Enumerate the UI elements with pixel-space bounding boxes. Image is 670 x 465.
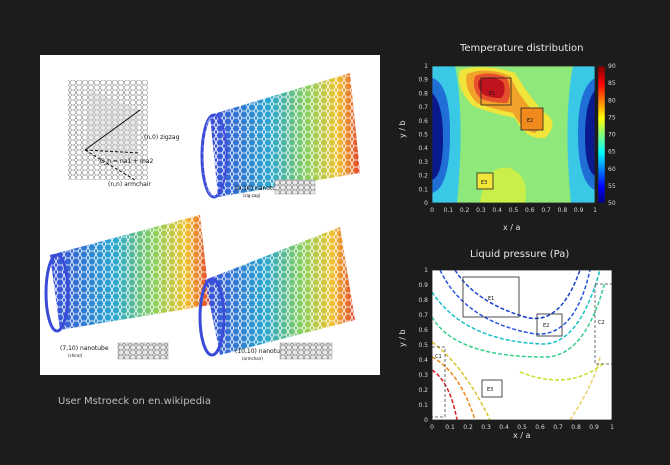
x-tick-label: 0.9 bbox=[589, 424, 599, 431]
temperature-ylabel: y / b bbox=[398, 120, 407, 138]
y-tick-label: 0 bbox=[424, 417, 428, 424]
pressure-region-e1-box bbox=[462, 276, 520, 318]
x-tick-label: 0.1 bbox=[444, 207, 454, 214]
y-tick-label: 0.6 bbox=[418, 327, 428, 334]
x-tick-label: 0.4 bbox=[499, 424, 509, 431]
temp-region-e1-label: E1 bbox=[489, 91, 495, 97]
y-tick-label: 0.4 bbox=[418, 145, 428, 152]
colorbar-tick-label: 85 bbox=[608, 80, 616, 87]
temp-region-e1-box bbox=[480, 77, 512, 106]
y-tick-label: 0.9 bbox=[418, 282, 428, 289]
y-tick-label: 0 bbox=[424, 200, 428, 207]
y-tick-label: 0.1 bbox=[418, 402, 428, 409]
temperature-y-ticks: 0 0.1 0.2 0.3 0.4 0.5 0.6 0.7 0.8 0.9 1 bbox=[418, 63, 428, 207]
x-tick-label: 0.5 bbox=[517, 424, 527, 431]
pressure-plot bbox=[431, 269, 613, 421]
temp-region-e3-label: E3 bbox=[481, 180, 487, 186]
temp-region-e2-label: E2 bbox=[527, 118, 533, 124]
y-tick-label: 1 bbox=[424, 63, 428, 70]
pressure-xlabel: x / a bbox=[513, 431, 531, 440]
pressure-region-e3-label: E3 bbox=[487, 387, 493, 393]
x-tick-label: 0.5 bbox=[509, 207, 519, 214]
y-tick-label: 0.3 bbox=[418, 372, 428, 379]
tube-zigzag-sub: (zig-zag) bbox=[243, 193, 261, 198]
pressure-chart-title: Liquid pressure (Pa) bbox=[470, 249, 570, 260]
colorbar-tick-label: 70 bbox=[608, 132, 616, 139]
pressure-x-ticks: 0 0.1 0.2 0.3 0.4 0.5 0.6 0.7 0.8 0.9 1 bbox=[430, 424, 614, 431]
y-tick-label: 0.5 bbox=[418, 342, 428, 349]
y-tick-label: 0.4 bbox=[418, 357, 428, 364]
temperature-xlabel: x / a bbox=[503, 223, 521, 232]
nanotube-svg: (n,0) zigzag (n,n) armchair C_h = na1 + … bbox=[44, 73, 360, 361]
y-tick-label: 0.3 bbox=[418, 159, 428, 166]
y-tick-label: 0.8 bbox=[418, 297, 428, 304]
x-tick-label: 0.4 bbox=[492, 207, 502, 214]
x-tick-label: 0.7 bbox=[553, 424, 563, 431]
nanotube-illustration: (n,0) zigzag (n,n) armchair C_h = na1 + … bbox=[40, 55, 380, 375]
temperature-colorbar bbox=[597, 65, 606, 204]
x-tick-label: 0.3 bbox=[476, 207, 486, 214]
y-tick-label: 0.9 bbox=[418, 77, 428, 84]
tube-zigzag-label: (0,10) nanotube bbox=[235, 185, 284, 192]
y-tick-label: 0.7 bbox=[418, 104, 428, 111]
x-tick-label: 1 bbox=[610, 424, 614, 431]
temperature-x-ticks: 0 0.1 0.2 0.3 0.4 0.5 0.6 0.7 0.8 0.9 1 bbox=[430, 207, 597, 214]
x-tick-label: 0.9 bbox=[574, 207, 584, 214]
chiral-vector-label: C_h = na1 + ma2 bbox=[100, 158, 153, 165]
x-tick-label: 0.7 bbox=[541, 207, 551, 214]
x-tick-label: 0 bbox=[430, 207, 434, 214]
zigzag-label: (n,0) zigzag bbox=[144, 134, 180, 141]
y-tick-label: 0.1 bbox=[418, 186, 428, 193]
graphene-lattice-diagram: (n,0) zigzag (n,n) armchair C_h = na1 + … bbox=[68, 80, 180, 188]
y-tick-label: 0.8 bbox=[418, 90, 428, 97]
pressure-ylabel: y / b bbox=[398, 329, 407, 347]
pressure-region-e2-box bbox=[536, 313, 563, 337]
pressure-region-e3-box bbox=[481, 379, 503, 398]
y-tick-label: 0.6 bbox=[418, 118, 428, 125]
pressure-chart: E1 E2 E3 C1 C2 0 0.1 0.2 0.3 0.4 0.5 0.6 0.7 0.8… bbox=[398, 267, 614, 440]
x-tick-label: 0 bbox=[430, 424, 434, 431]
y-tick-label: 0.2 bbox=[418, 173, 428, 180]
y-tick-label: 1 bbox=[424, 267, 428, 274]
y-tick-label: 0.5 bbox=[418, 132, 428, 139]
tube-armchair-sub: (armchair) bbox=[242, 356, 263, 361]
x-tick-label: 0.2 bbox=[460, 207, 470, 214]
y-tick-label: 0.7 bbox=[418, 312, 428, 319]
x-tick-label: 1 bbox=[593, 207, 597, 214]
pressure-region-e1-label: E1 bbox=[488, 296, 494, 302]
colorbar-tick-label: 60 bbox=[608, 166, 616, 173]
tube-chiral-label: (7,10) nanotube bbox=[60, 345, 109, 352]
x-tick-label: 0.6 bbox=[525, 207, 535, 214]
nanotube-zigzag: (0,10) nanotube (zig-zag) bbox=[200, 73, 360, 199]
temp-region-e3-box bbox=[476, 172, 494, 190]
tube-armchair-label: (10,10) nanotube bbox=[235, 348, 288, 355]
colorbar-tick-label: 80 bbox=[608, 97, 616, 104]
tube-chiral-sub: (chiral) bbox=[68, 353, 83, 358]
nanotube-armchair: (10,10) nanotube (armchair) bbox=[198, 227, 355, 361]
colorbar-tick-label: 90 bbox=[608, 63, 616, 70]
colorbar-tick-label: 75 bbox=[608, 114, 616, 121]
temperature-chart: E1 E2 E3 50 55 60 65 70 75 80 85 90 0 0.1 0.2 0.3 0.… bbox=[398, 63, 616, 232]
pressure-y-ticks: 0 0.1 0.2 0.3 0.4 0.5 0.6 0.7 0.8 0.9 1 bbox=[418, 267, 428, 424]
image-credit: User Mstroeck on en.wikipedia bbox=[58, 396, 211, 407]
armchair-label: (n,n) armchair bbox=[108, 181, 151, 188]
temp-region-e2-box bbox=[520, 107, 544, 131]
temperature-chart-title: Temperature distribution bbox=[460, 43, 584, 54]
colorbar-ticks: 50 55 60 65 70 75 80 85 90 bbox=[608, 63, 616, 207]
x-tick-label: 0.8 bbox=[558, 207, 568, 214]
pressure-region-c2-label: C2 bbox=[598, 320, 605, 326]
x-tick-label: 0.3 bbox=[481, 424, 491, 431]
temperature-heatmap bbox=[431, 65, 596, 204]
y-tick-label: 0.2 bbox=[418, 387, 428, 394]
colorbar-tick-label: 55 bbox=[608, 183, 616, 190]
nanotube-chiral: (7,10) nanotube (chiral) bbox=[44, 215, 210, 360]
pressure-region-c1-label: C1 bbox=[435, 354, 442, 360]
colorbar-tick-label: 50 bbox=[608, 200, 616, 207]
pressure-region-e2-label: E2 bbox=[543, 323, 549, 329]
x-tick-label: 0.2 bbox=[463, 424, 473, 431]
colorbar-tick-label: 65 bbox=[608, 149, 616, 156]
x-tick-label: 0.6 bbox=[535, 424, 545, 431]
x-tick-label: 0.8 bbox=[571, 424, 581, 431]
x-tick-label: 0.1 bbox=[445, 424, 455, 431]
